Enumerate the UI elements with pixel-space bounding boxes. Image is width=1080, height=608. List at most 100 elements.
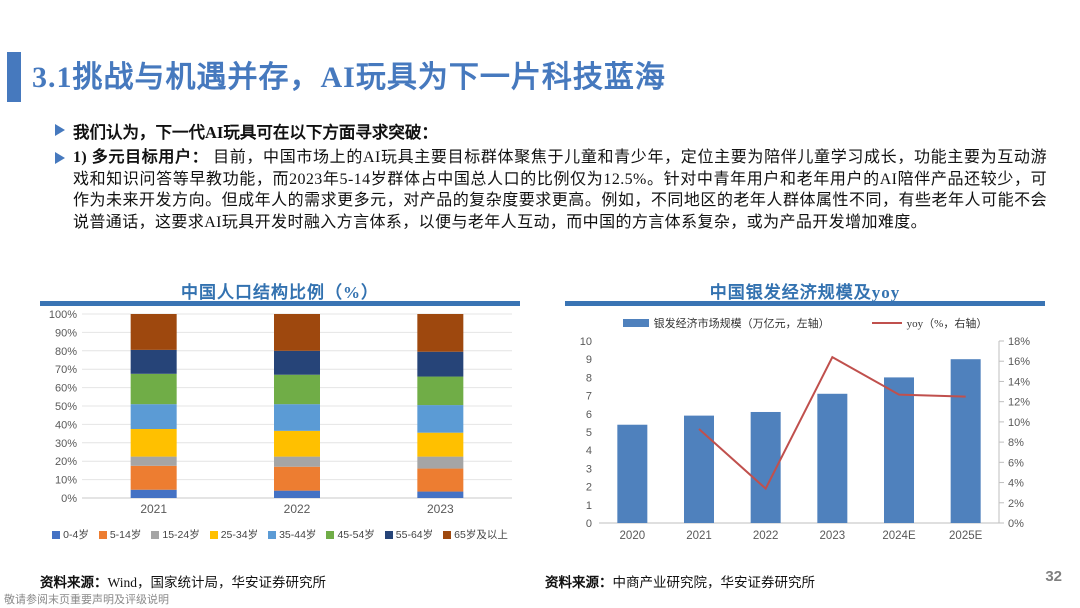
svg-text:50%: 50% <box>55 401 77 413</box>
chart-title-underline <box>565 301 1045 306</box>
legend-label: 0-4岁 <box>63 529 89 541</box>
population-stacked-bar-plot: 0% 10% 20% 30% 40% 50% 60% 70% 80% 90% 100% 2021 202… <box>49 309 512 516</box>
svg-text:4%: 4% <box>1008 478 1024 490</box>
bullet-intro-text: 我们认为，下一代AI玩具可在以下方面寻求突破： <box>73 123 438 142</box>
svg-text:70%: 70% <box>55 364 77 376</box>
bullet-item-1: 1) 多元目标用户： 目前，中国市场上的AI玩具主要目标群体聚焦于儿童和青少年，… <box>55 147 1047 233</box>
svg-text:80%: 80% <box>55 346 77 358</box>
legend-swatch <box>98 530 107 539</box>
source-label: 资料来源： <box>545 575 613 590</box>
svg-text:6%: 6% <box>1008 457 1024 469</box>
svg-text:5: 5 <box>586 427 592 439</box>
svg-text:0: 0 <box>586 518 592 530</box>
svg-text:8%: 8% <box>1008 437 1024 449</box>
source-body: 中商产业研究院，华安证券研究所 <box>612 575 816 590</box>
svg-text:60%: 60% <box>55 383 77 395</box>
svg-text:2022: 2022 <box>753 530 779 542</box>
legend-swatch <box>384 530 393 539</box>
svg-text:2023: 2023 <box>820 530 846 542</box>
population-chart-title: 中国人口结构比例（%） <box>181 283 379 302</box>
svg-text:2023: 2023 <box>427 502 454 516</box>
svg-text:90%: 90% <box>55 327 77 339</box>
legend-label: 65岁及以上 <box>454 529 508 541</box>
svg-text:10: 10 <box>580 336 592 348</box>
svg-text:7: 7 <box>586 391 592 403</box>
source-note-left: 资料来源：Wind，国家统计局，华安证券研究所 <box>40 571 326 591</box>
line-legend-label: yoy（%，右轴） <box>906 318 988 330</box>
legend-label: 35-44岁 <box>279 529 317 541</box>
legend-swatch <box>151 530 160 539</box>
svg-text:2022: 2022 <box>284 502 311 516</box>
page-number: 32 <box>1045 568 1062 585</box>
svg-text:6: 6 <box>586 409 592 421</box>
disclaimer-text: 敬请参阅末页重要声明及评级说明 <box>4 594 169 606</box>
legend-label: 55-64岁 <box>395 529 434 541</box>
population-structure-chart: 中国人口结构比例（%） 0% 10% 20% 30% 40% 50% 60% 70% 80% 90… <box>40 278 520 542</box>
svg-text:10%: 10% <box>1008 417 1030 429</box>
source-label: 资料来源： <box>40 575 108 590</box>
svg-text:4: 4 <box>586 445 592 457</box>
svg-text:18%: 18% <box>1008 336 1030 348</box>
legend-label: 45-54岁 <box>337 529 375 541</box>
bullet-item-1-lead: 1) 多元目标用户： <box>73 149 209 166</box>
bullet-item-1-paragraph: 1) 多元目标用户： 目前，中国市场上的AI玩具主要目标群体聚焦于儿童和青少年，… <box>73 147 1047 233</box>
svg-text:8: 8 <box>586 372 592 384</box>
title-accent-bar <box>7 52 21 102</box>
arrow-bullet-icon <box>55 124 65 136</box>
legend-item: 0-4岁 <box>52 527 89 542</box>
chart-title-underline <box>40 301 520 306</box>
arrow-bullet-icon <box>55 152 65 164</box>
legend-item: 55-64岁 <box>384 527 434 542</box>
svg-text:2020: 2020 <box>620 530 646 542</box>
svg-text:0%: 0% <box>61 493 77 505</box>
svg-text:0%: 0% <box>1008 518 1024 530</box>
legend-label: 25-34岁 <box>220 529 259 541</box>
svg-text:2024E: 2024E <box>882 530 916 542</box>
legend-item: 35-44岁 <box>268 527 316 542</box>
svg-text:1: 1 <box>586 500 592 512</box>
page-title: 3.1挑战与机遇并存，AI玩具为下一片科技蓝海 <box>32 61 666 94</box>
svg-text:2021: 2021 <box>140 502 167 516</box>
svg-text:40%: 40% <box>55 419 77 431</box>
svg-text:14%: 14% <box>1008 376 1030 388</box>
legend-label: 5-14岁 <box>109 529 142 541</box>
legend-item: 5-14岁 <box>98 527 142 542</box>
legend-item: 25-34岁 <box>209 527 259 542</box>
bar-legend-label: 银发经济市场规模（万亿元，左轴） <box>653 318 830 330</box>
bullet-intro: 我们认为，下一代AI玩具可在以下方面寻求突破： <box>55 119 1035 143</box>
svg-text:12%: 12% <box>1008 397 1030 409</box>
svg-text:30%: 30% <box>55 438 77 450</box>
svg-text:2021: 2021 <box>686 530 712 542</box>
legend-item-bars: 银发经济市场规模（万亿元，左轴） <box>622 315 830 331</box>
line-legend-swatch <box>871 322 902 324</box>
silver-economy-combo-plot: 0 1 2 3 4 5 6 7 8 9 10 0% 2% 4% 6% 8% 10% 12% 14% 16% 18% 202… <box>580 336 1030 542</box>
population-chart-legend: 0-4岁 5-14岁 15-24岁 25-34岁 35-44岁 45-54岁 55-64岁 6… <box>40 527 520 542</box>
svg-text:2025E: 2025E <box>949 530 983 542</box>
svg-text:3: 3 <box>586 463 592 475</box>
bullet-item-1-body: 目前，中国市场上的AI玩具主要目标群体聚焦于儿童和青少年，定位主要为陪伴儿童学习… <box>73 149 1047 231</box>
legend-item: 15-24岁 <box>151 527 200 542</box>
svg-text:2%: 2% <box>1008 498 1024 510</box>
legend-item: 45-54岁 <box>326 527 375 542</box>
legend-swatch <box>443 530 452 539</box>
legend-item-line: yoy（%，右轴） <box>871 315 988 331</box>
legend-swatch <box>268 530 277 539</box>
svg-text:20%: 20% <box>55 456 77 468</box>
source-note-right: 资料来源：中商产业研究院，华安证券研究所 <box>545 571 815 591</box>
svg-text:100%: 100% <box>49 309 77 321</box>
svg-text:10%: 10% <box>55 475 77 487</box>
silver-economy-chart: 中国银发经济规模及yoy 银发经济市场规模（万亿元，左轴） yoy（%，右轴） … <box>565 278 1045 550</box>
legend-swatch <box>52 530 61 539</box>
svg-text:2: 2 <box>586 482 592 494</box>
legend-swatch <box>209 530 218 539</box>
silver-economy-legend: 银发经济市场规模（万亿元，左轴） yoy（%，右轴） <box>565 315 1045 331</box>
svg-text:9: 9 <box>586 354 592 366</box>
bar-legend-swatch <box>622 319 649 327</box>
legend-item: 65岁及以上 <box>443 527 508 542</box>
silver-economy-chart-title: 中国银发经济规模及yoy <box>709 283 901 302</box>
svg-text:16%: 16% <box>1008 356 1030 368</box>
source-body: Wind，国家统计局，华安证券研究所 <box>107 575 326 590</box>
legend-label: 15-24岁 <box>162 529 200 541</box>
legend-swatch <box>326 530 335 539</box>
